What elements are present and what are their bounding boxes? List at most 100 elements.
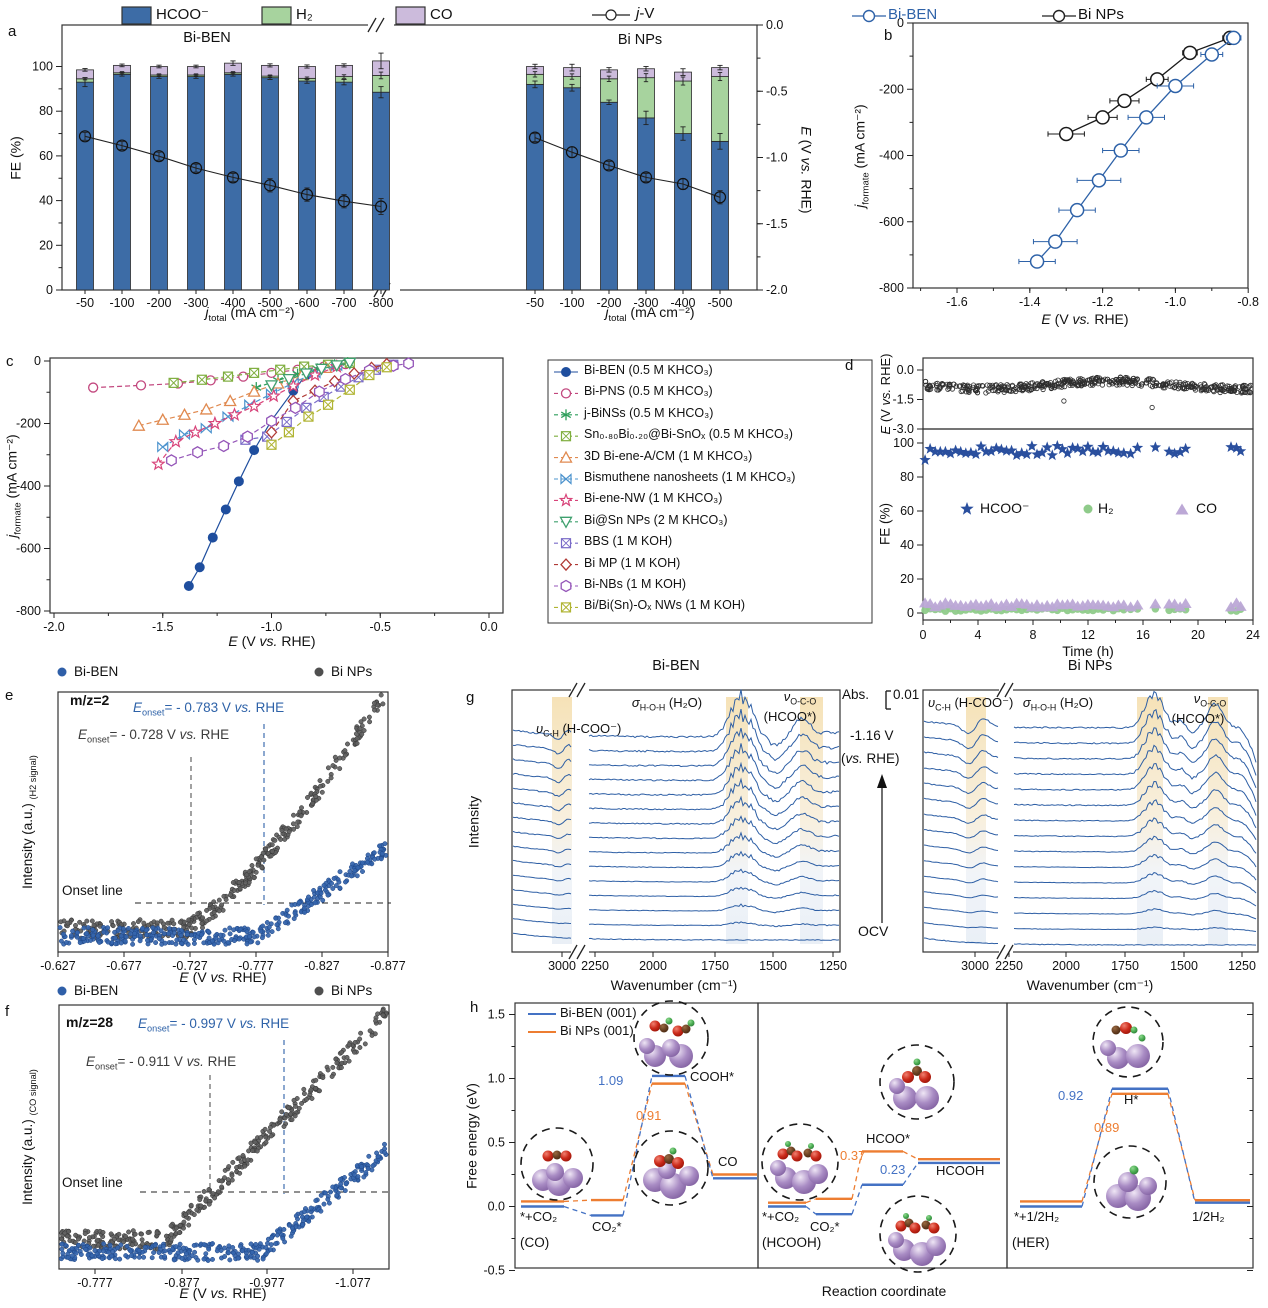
panel-d-legend-co: CO <box>1196 500 1217 516</box>
panel-f-ylabel: Intensity (a.u.) (CO signal) <box>20 1069 38 1205</box>
svg-text:-0.877: -0.877 <box>370 959 405 973</box>
panel-h-state-label: HCOO* <box>866 1131 911 1146</box>
svg-text:1.5: 1.5 <box>488 1008 505 1022</box>
panel-h-barrier-value: 0.89 <box>1094 1120 1120 1135</box>
panel-h-barrier-value: 0.92 <box>1058 1088 1084 1103</box>
svg-text:0.0: 0.0 <box>480 620 497 634</box>
panel-f-plot: -0.777 -0.877 -0.977 -1.077 <box>57 986 392 1290</box>
panel-b-ylabel: jformate (mA cm⁻²) <box>851 104 872 208</box>
panel-e-mz-label: m/z=2 <box>70 692 110 708</box>
svg-text:-700: -700 <box>331 296 356 310</box>
molecule-inset <box>520 1127 594 1201</box>
panel-f-onset-biben: Eonset= - 0.997 V vs. RHE <box>138 1016 290 1034</box>
panel-h-state-label: CO₂* <box>810 1219 840 1234</box>
panel-h-state-label: HCOOH <box>936 1163 985 1178</box>
panel-h-barrier-value: 0.37 <box>840 1148 866 1163</box>
panel-g-potential-label: -1.16 V <box>850 728 894 743</box>
panel-g-ocv-label: OCV <box>858 923 889 939</box>
panel-c-ylabel: jformate (mA cm⁻²) <box>3 434 24 538</box>
panel-f-letter: f <box>5 1003 10 1020</box>
svg-text:2000: 2000 <box>1052 959 1080 973</box>
svg-text:-0.5: -0.5 <box>483 1264 505 1278</box>
molecule-inset <box>633 1130 709 1206</box>
panel-g-letter: g <box>466 689 475 706</box>
panel-f-legend-binps: Bi NPs <box>331 983 373 998</box>
svg-text:-0.877: -0.877 <box>164 1276 199 1290</box>
panel-e-legend-biben: Bi-BEN <box>74 664 119 679</box>
panel-d-legend-hcoo: HCOO⁻ <box>980 500 1030 516</box>
svg-text:-600: -600 <box>879 215 904 229</box>
panel-f-xlabel: E (V vs. RHE) <box>179 1285 267 1301</box>
svg-text:-0.827: -0.827 <box>304 959 339 973</box>
panel-h-state-label: *+CO₂ <box>762 1209 800 1224</box>
svg-text:0: 0 <box>34 354 41 368</box>
svg-text:16: 16 <box>1136 628 1150 642</box>
panel-a-title-right: Bi NPs <box>617 32 663 48</box>
svg-text:-400: -400 <box>879 149 904 163</box>
svg-text:40: 40 <box>39 194 53 208</box>
panel-g-potential-vs-label: (vs. RHE) <box>841 751 900 766</box>
svg-text:0.0: 0.0 <box>897 363 914 377</box>
svg-text:12: 12 <box>1081 628 1095 642</box>
svg-text:2250: 2250 <box>995 959 1023 973</box>
svg-text:-600: -600 <box>16 542 41 556</box>
panel-c-letter: c <box>6 353 14 370</box>
panel-a-ylabel-right: E (V vs. RHE) <box>798 126 815 214</box>
top-legend-co-label: CO <box>430 6 453 23</box>
svg-text:-200: -200 <box>879 82 904 96</box>
panel-h-subpanel-name: (HER) <box>1012 1235 1050 1250</box>
panel-g-title-right: Bi NPs <box>1067 658 1113 674</box>
panel-h-subpanel-name: (HCOOH) <box>762 1235 822 1250</box>
panel-f-legend-biben: Bi-BEN <box>74 983 119 998</box>
svg-text:-100: -100 <box>559 296 584 310</box>
svg-text:-1.6: -1.6 <box>946 295 968 309</box>
svg-text:-1.2: -1.2 <box>1092 295 1114 309</box>
svg-text:4: 4 <box>975 628 982 642</box>
panel-d-ylabel-bottom: FE (%) <box>877 503 893 545</box>
svg-text:-2.0: -2.0 <box>766 283 788 297</box>
svg-text:-500: -500 <box>707 296 732 310</box>
panel-a-letter: a <box>8 23 17 40</box>
svg-text:2000: 2000 <box>639 959 667 973</box>
panel-h-state-label: CO₂* <box>592 1219 622 1234</box>
panel-c-xlabel: E (V vs. RHE) <box>228 633 316 649</box>
svg-text:1500: 1500 <box>759 959 787 973</box>
svg-text:-2.0: -2.0 <box>43 620 65 634</box>
panel-g-annotation-oco-left: νO-C-O <box>783 689 817 707</box>
svg-text:-400: -400 <box>16 479 41 493</box>
panel-g-plot: 3000 2250 2000 1750 1500 1250 3000 2250 2000 1750… <box>511 682 1259 973</box>
svg-text:1.0: 1.0 <box>488 1072 505 1086</box>
svg-text:0.0: 0.0 <box>488 1200 505 1214</box>
svg-text:24: 24 <box>1246 628 1260 642</box>
panel-h-state-label: 1/2H₂ <box>1192 1209 1225 1224</box>
svg-text:8: 8 <box>1030 628 1037 642</box>
panel-d-plot: 0.0 -1.5 -3.0 0 20 40 60 80 100 0 4 8 12 16 20 24 <box>892 357 1260 642</box>
panel-h-barrier-value: 0.23 <box>880 1162 906 1177</box>
svg-text:-1.5: -1.5 <box>152 620 174 634</box>
panel-a-xlabel-left: jtotal (mA cm⁻²) <box>205 304 295 324</box>
panel-g-abs-label: Abs. <box>842 687 870 702</box>
panel-e-legend-binps: Bi NPs <box>331 664 373 679</box>
svg-text:-1.5: -1.5 <box>892 393 914 407</box>
panel-c-legend-item: Bi-ene-NW (1 M KHCO₃) <box>584 491 723 506</box>
svg-text:80: 80 <box>39 104 53 118</box>
panel-e-onset-binps: Eonset= - 0.728 V vs. RHE <box>78 727 230 745</box>
panel-c-legend-item: Bi-NBs (1 M KOH) <box>584 577 687 591</box>
panel-a-xlabel-right: jtotal (mA cm⁻²) <box>605 304 695 324</box>
svg-text:100: 100 <box>893 436 914 450</box>
panel-h-xlabel: Reaction coordinate <box>821 1283 947 1299</box>
svg-text:-1.0: -1.0 <box>1165 295 1187 309</box>
top-legend-hcoo-label: HCOO⁻ <box>156 6 209 23</box>
panel-a-title-left: Bi-BEN <box>183 30 231 46</box>
svg-text:-50: -50 <box>526 296 544 310</box>
panel-e-ylabel: Intensity (a.u.) (H2 signal) <box>20 755 38 889</box>
panel-h-state-label: *+1/2H₂ <box>1014 1209 1060 1224</box>
panel-g-annotation-hcoo-left: (HCOO*) <box>763 709 817 724</box>
panel-d-letter: d <box>845 357 854 374</box>
svg-text:-0.777: -0.777 <box>238 959 273 973</box>
panel-d-ylabel-top: E (V vs. RHE) <box>877 353 893 435</box>
svg-text:2250: 2250 <box>581 959 609 973</box>
svg-text:-1.5: -1.5 <box>766 217 788 231</box>
svg-text:-3.0: -3.0 <box>892 422 914 436</box>
